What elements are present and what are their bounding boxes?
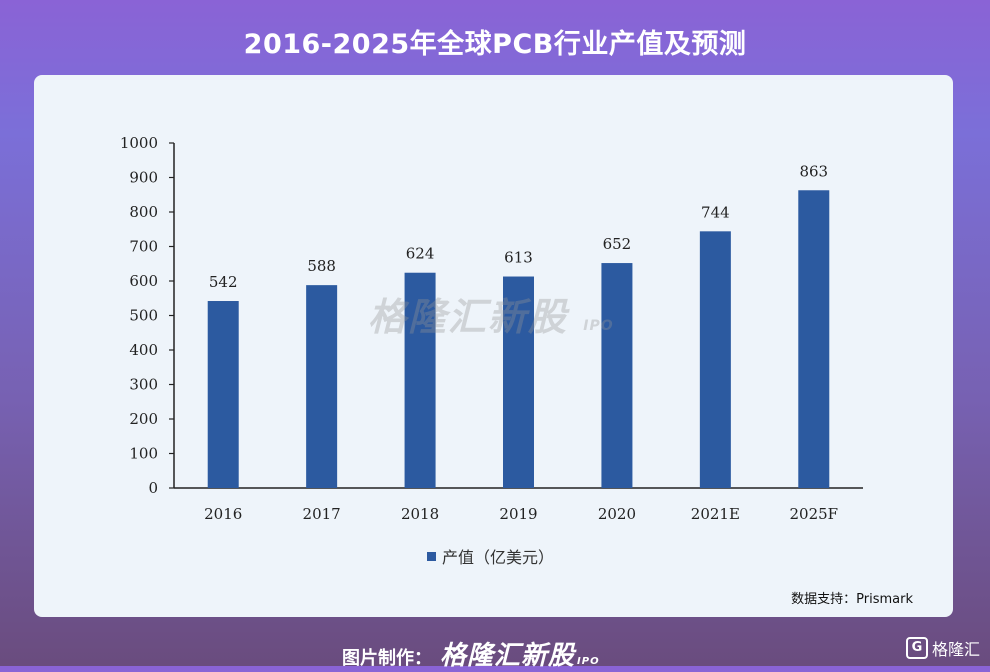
y-tick-label: 300 [129, 376, 158, 394]
legend: 产值（亿美元） [427, 544, 554, 568]
bar [601, 263, 633, 488]
data-label: 588 [307, 257, 336, 275]
bar [699, 231, 731, 488]
bars [207, 190, 830, 488]
x-tick-label: 2019 [499, 505, 537, 523]
y-tick-label: 200 [129, 410, 158, 428]
x-tick-label: 2025F [789, 505, 838, 523]
footer-brand-suffix: IPO [577, 656, 600, 667]
data-label: 542 [209, 273, 238, 291]
watermark-suffix: IPO [583, 318, 614, 334]
y-tick-label: 700 [129, 238, 158, 256]
y-axis: 0 100 200 300 400 500 600 700 800 900 1000 [120, 134, 175, 497]
source-note: 数据支持：Prismark [791, 592, 913, 607]
footer-brand: 格隆汇新股 IPO [440, 635, 600, 672]
data-label: 744 [701, 203, 730, 221]
watermark-brand: 格隆汇新股 [368, 295, 569, 339]
x-tick-label: 2018 [401, 505, 439, 523]
y-tick-label: 800 [129, 203, 158, 221]
data-label: 624 [406, 245, 435, 263]
bar [404, 272, 436, 488]
bar [503, 276, 534, 488]
bar [306, 285, 338, 488]
legend-swatch [427, 551, 436, 561]
y-tick-label: 100 [129, 445, 158, 463]
data-label: 613 [504, 249, 533, 267]
x-axis: 2016 2017 2018 2019 2020 2021E 2025F [174, 487, 863, 523]
x-tick-label: 2020 [598, 505, 636, 523]
data-label: 652 [603, 235, 632, 253]
logo-g-icon: G [905, 637, 928, 659]
page-title: 2016-2025年全球PCB行业产值及预测 [243, 29, 747, 60]
corner-logo: G 格隆汇 [905, 636, 980, 660]
x-tick-label: 2017 [303, 505, 341, 523]
chart-card: 0 100 200 300 400 500 600 700 800 900 1000 2016 201… [34, 75, 953, 617]
x-tick-label: 2016 [204, 505, 242, 523]
y-tick-label: 1000 [120, 134, 158, 152]
bar [207, 301, 239, 488]
footer-maker: 图片制作： 格隆汇新股 IPO [342, 635, 600, 672]
y-tick-label: 900 [129, 169, 158, 187]
y-tick-label: 500 [129, 307, 158, 325]
x-tick-label: 2021E [691, 505, 740, 523]
watermark: 格隆汇新股 IPO [368, 286, 614, 341]
legend-label: 产值（亿美元） [442, 548, 555, 567]
data-labels: 542 588 624 613 652 744 863 [209, 162, 828, 291]
data-label: 863 [799, 162, 828, 180]
y-tick-label: 0 [148, 479, 158, 497]
footer-maker-label: 图片制作： [342, 648, 432, 669]
corner-logo-text: 格隆汇 [931, 640, 980, 659]
y-tick-label: 400 [129, 341, 158, 359]
y-tick-label: 600 [129, 272, 158, 290]
bar [798, 190, 830, 488]
footer-brand-text: 格隆汇新股 [440, 641, 576, 671]
